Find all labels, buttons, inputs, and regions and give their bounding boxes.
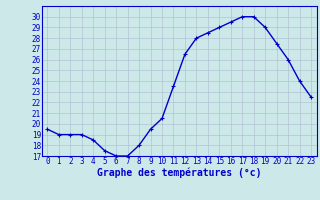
X-axis label: Graphe des températures (°c): Graphe des températures (°c) xyxy=(97,167,261,178)
